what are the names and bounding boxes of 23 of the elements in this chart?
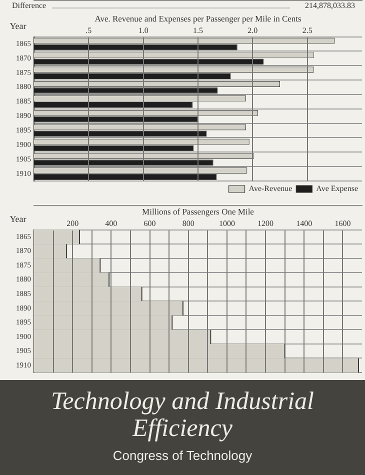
x-axis-title: Millions of Passengers One Mile bbox=[142, 206, 254, 216]
y-axis-title: Year bbox=[10, 214, 26, 224]
text: Congress of Technology bbox=[112, 448, 254, 463]
x-tick-label: 200 bbox=[66, 219, 79, 228]
x-tick-label: 1000 bbox=[218, 219, 235, 228]
x-tick-label: 1400 bbox=[296, 219, 312, 228]
text: 214,878,033.83 bbox=[305, 1, 355, 10]
text: Difference bbox=[12, 1, 46, 10]
x-tick-label: 800 bbox=[182, 219, 194, 228]
text: Technology and Industrial Efficiency bbox=[50, 387, 315, 442]
x-tick-label: 1.5 bbox=[193, 26, 203, 36]
x-tick-label: 1.0 bbox=[138, 26, 148, 36]
y-axis-title: Year bbox=[10, 21, 26, 32]
legend-label: Ave-Revenue bbox=[248, 184, 293, 194]
x-tick-label: 1600 bbox=[334, 219, 351, 228]
x-axis-title: Ave. Revenue and Expenses per Passenger per Mile in Cents bbox=[94, 13, 302, 24]
x-tick-label: .5 bbox=[86, 26, 92, 36]
x-tick-label: 400 bbox=[105, 219, 118, 228]
x-tick-label: 2.0 bbox=[248, 26, 258, 36]
x-tick-label: 600 bbox=[144, 219, 156, 228]
x-tick-label: 2.5 bbox=[302, 26, 312, 36]
x-tick-label: 1200 bbox=[258, 219, 274, 228]
legend-label: Ave Expense bbox=[316, 184, 358, 194]
